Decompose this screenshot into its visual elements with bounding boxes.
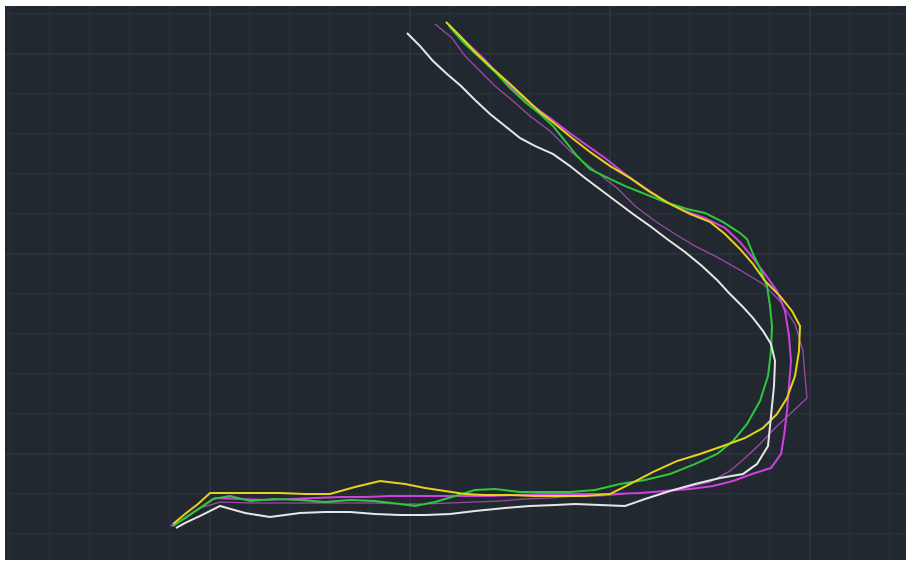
model-space-canvas[interactable] xyxy=(5,6,906,560)
yellow-curve[interactable] xyxy=(172,21,802,525)
drawing-viewport[interactable] xyxy=(5,6,906,560)
green-curve[interactable] xyxy=(172,25,774,527)
major-grid xyxy=(5,6,906,560)
white-curve[interactable] xyxy=(175,32,777,529)
magenta-curve[interactable] xyxy=(171,25,793,527)
